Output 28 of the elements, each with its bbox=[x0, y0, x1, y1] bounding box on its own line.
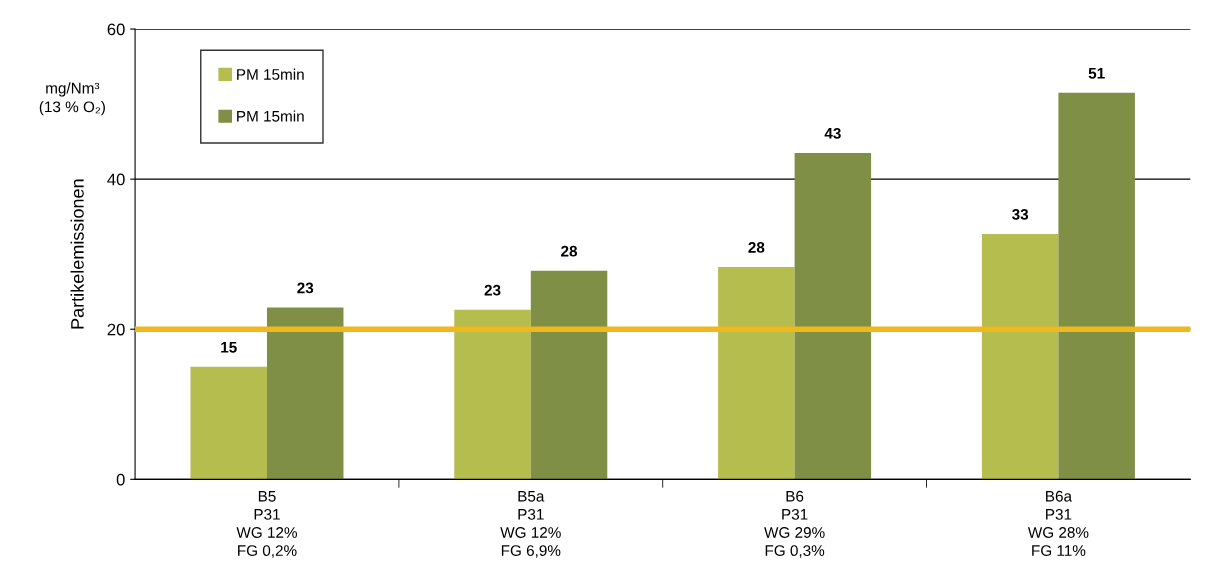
data-label: 15 bbox=[221, 341, 237, 353]
y-tick-label: 0 bbox=[116, 473, 125, 486]
legend-label: PM 15min bbox=[237, 110, 304, 122]
y-tick-label: 60 bbox=[107, 23, 125, 36]
bar bbox=[266, 307, 344, 480]
bar bbox=[454, 309, 531, 480]
text: mg/Nm³ (13 % O₂) bbox=[39, 82, 105, 116]
y-tick-label: 40 bbox=[107, 173, 125, 186]
data-label: 43 bbox=[824, 127, 841, 139]
x-tick-label: B5a P31 WG 12% FG 6,9% bbox=[500, 491, 561, 558]
x-tick-label: B5 P31 WG 12% FG 0,2% bbox=[236, 491, 297, 558]
bar bbox=[981, 233, 1059, 480]
data-label: 51 bbox=[1088, 68, 1105, 79]
data-label: 28 bbox=[748, 242, 765, 253]
x-tick-label: B6 P31 WG 29% FG 0,3% bbox=[764, 490, 825, 558]
bar bbox=[1058, 92, 1135, 480]
data-label: 23 bbox=[297, 282, 314, 294]
bar bbox=[530, 270, 608, 480]
data-label: 23 bbox=[484, 284, 501, 296]
bar bbox=[190, 366, 267, 480]
data-label: 28 bbox=[561, 245, 578, 257]
x-tick-label: B6a P31 WG 28% FG 11% bbox=[1027, 490, 1089, 557]
y-axis-title: Partikelemissionen bbox=[70, 179, 84, 329]
legend-label: PM 15min bbox=[237, 68, 304, 80]
bar bbox=[718, 266, 795, 480]
bar bbox=[794, 152, 872, 480]
data-label: 33 bbox=[1012, 208, 1029, 220]
y-tick-label: 20 bbox=[107, 323, 125, 336]
